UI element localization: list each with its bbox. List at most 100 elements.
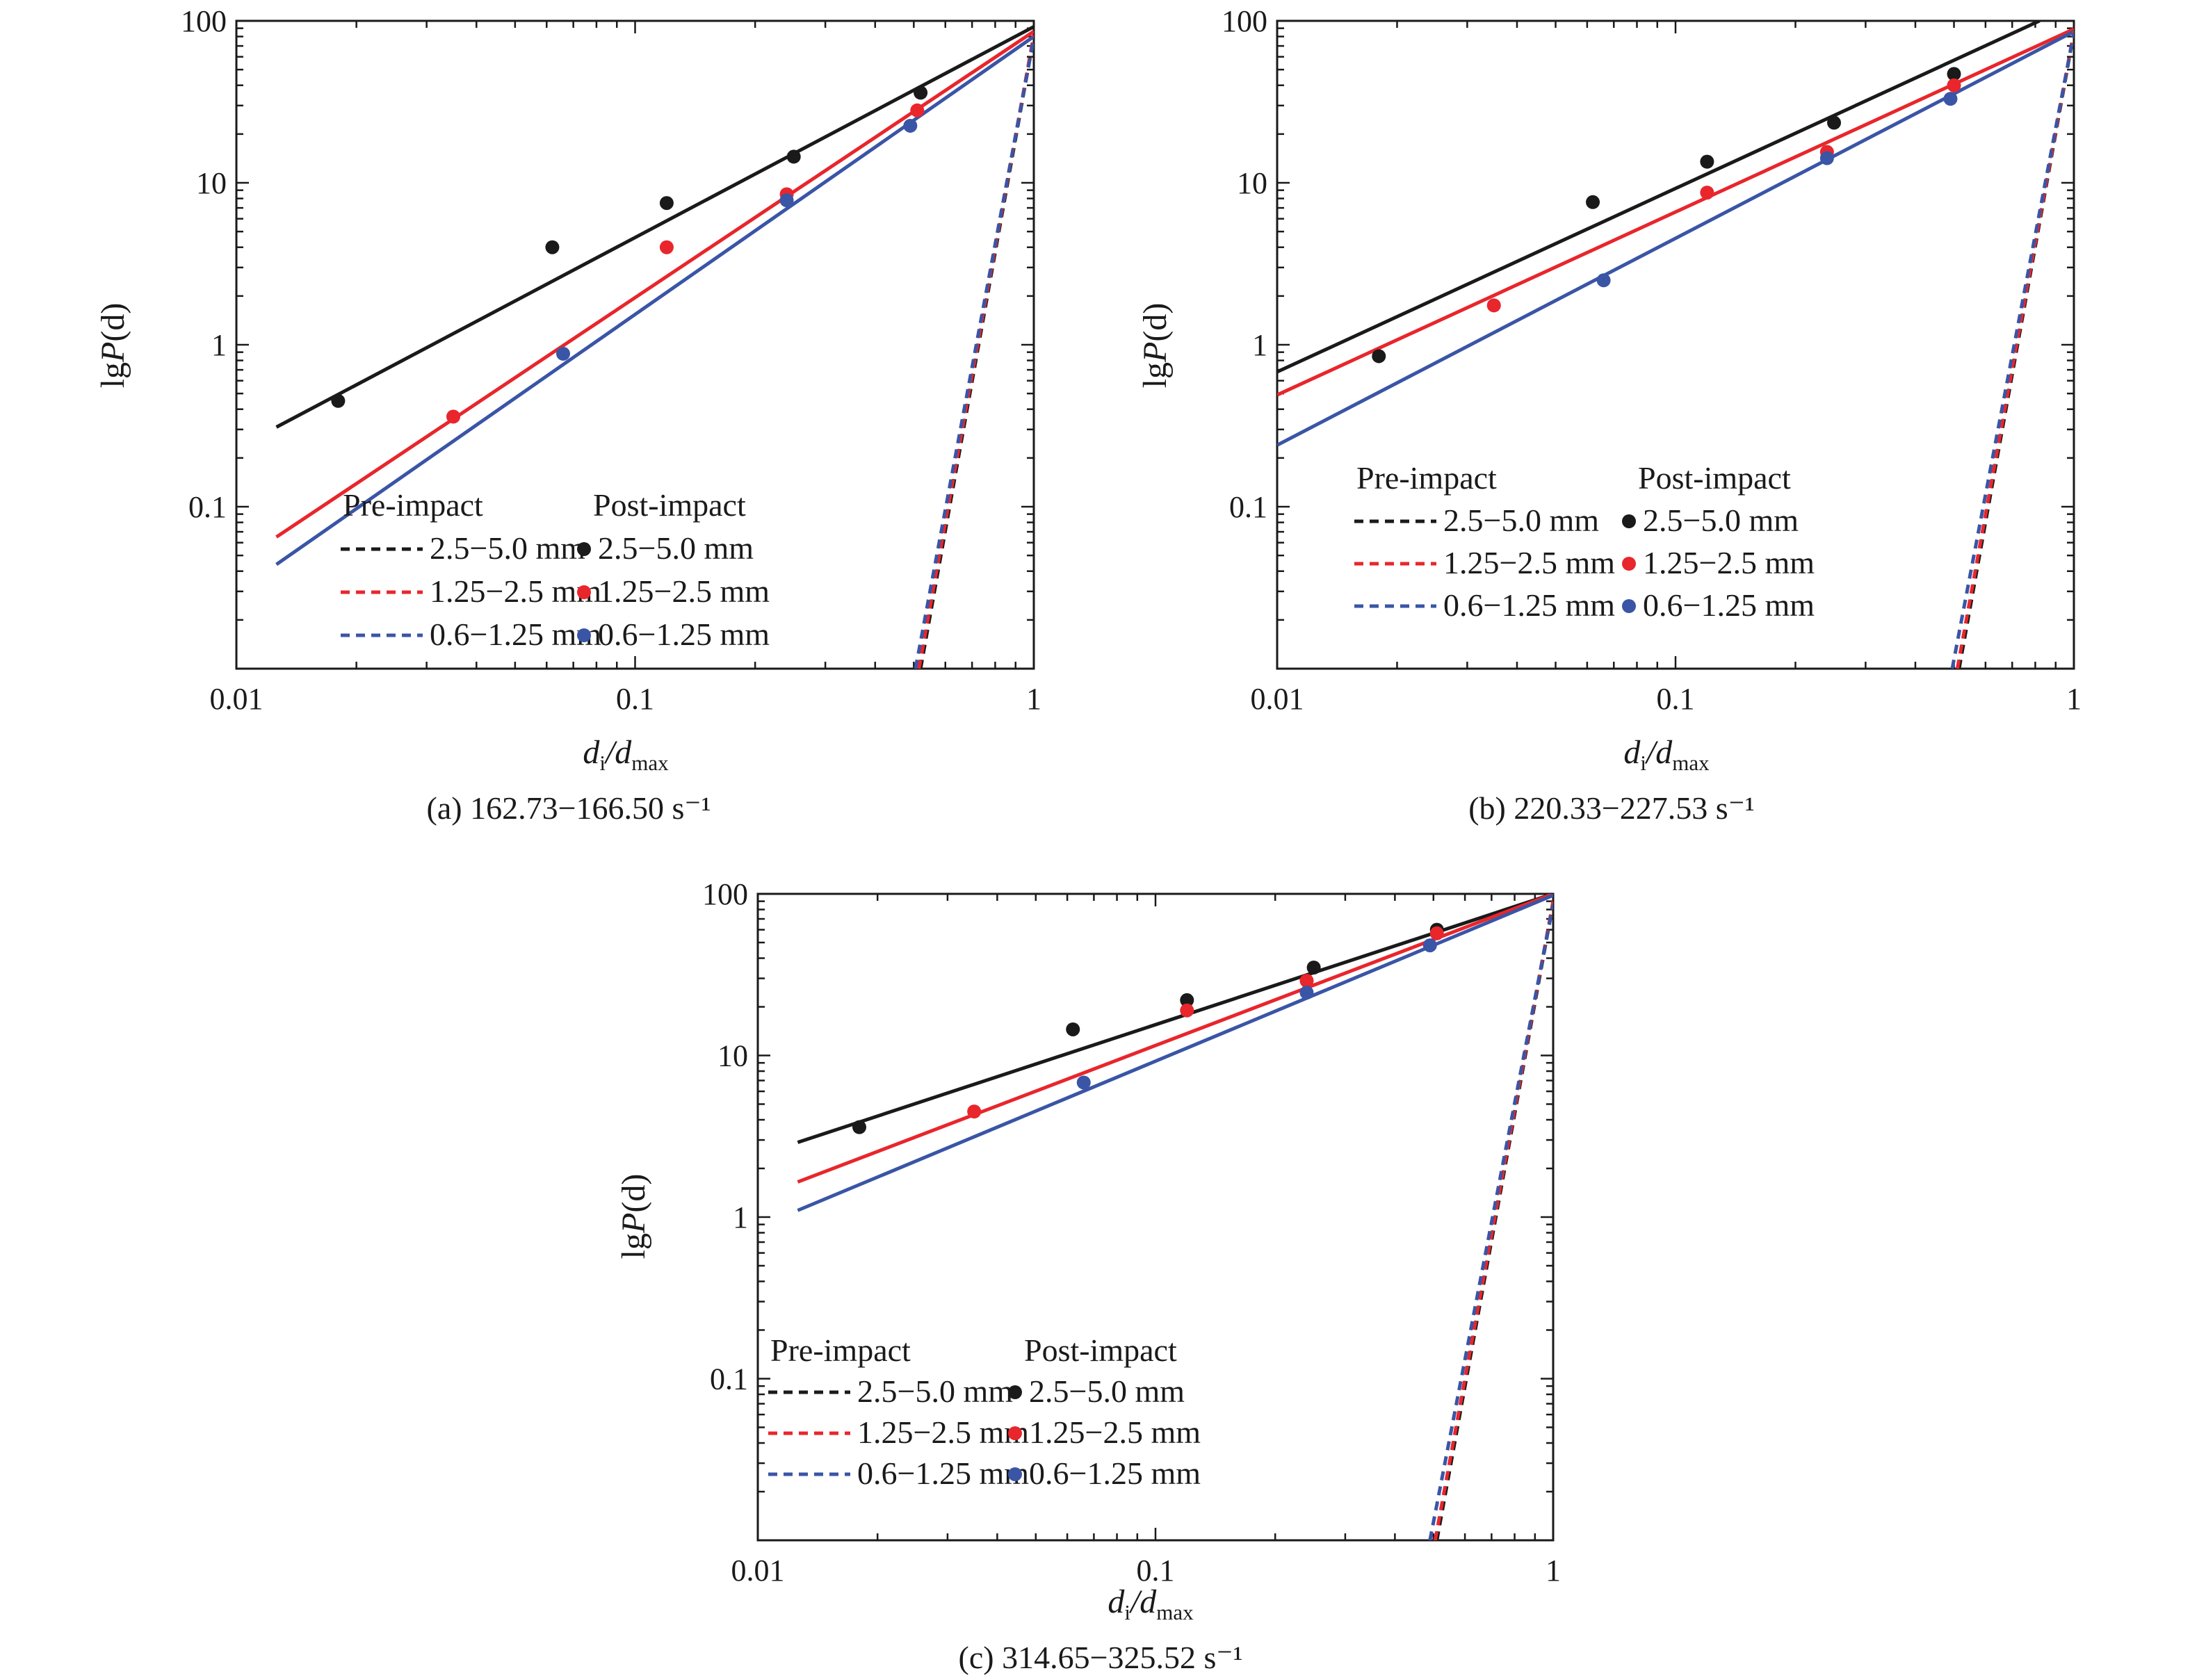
legend-post-swatch-black (1622, 514, 1636, 528)
legend-header-post: Post-impact (593, 487, 746, 523)
legend-header-post: Post-impact (1638, 460, 1791, 496)
data-point-black (1947, 67, 1961, 81)
legend-pre-label: 0.6−1.25 mm (857, 1455, 1029, 1491)
data-point-black (1700, 154, 1714, 169)
y-tick-label: 0.1 (188, 490, 227, 524)
data-point-blue (1299, 986, 1314, 1000)
y-tick-label: 10 (717, 1039, 748, 1073)
data-point-red (1429, 926, 1444, 940)
legend-post-swatch-black (577, 542, 591, 556)
legend-post-swatch-red (1622, 557, 1636, 571)
legend-pre-label: 2.5−5.0 mm (1443, 503, 1599, 538)
y-tick-label: 100 (1222, 4, 1267, 38)
legend-pre-label: 0.6−1.25 mm (430, 617, 601, 652)
legend-post-label: 1.25−2.5 mm (598, 573, 770, 609)
legend-pre-label: 2.5−5.0 mm (857, 1373, 1013, 1409)
plot-area (275, 25, 1034, 669)
legend-post-swatch-red (577, 585, 591, 599)
x-axis-label: di/dmax (583, 734, 669, 775)
legend: Pre-impact Post-impact 2.5−5.0 mm 2.5−5.0 m… (1354, 460, 1815, 623)
x-tick-label: 1 (2066, 682, 2082, 716)
legend-post-swatch-blue (577, 628, 591, 642)
fit-line-red (275, 30, 1034, 539)
data-point-black (914, 85, 928, 100)
legend-post-label: 2.5−5.0 mm (598, 530, 754, 566)
data-point-blue (1422, 938, 1437, 953)
x-tick-label: 0.01 (1251, 682, 1304, 716)
data-point-black (545, 240, 560, 254)
legend-header-pre: Pre-impact (770, 1332, 911, 1368)
data-point-black (1306, 961, 1321, 975)
y-tick-label: 100 (702, 877, 748, 911)
legend-post-swatch-blue (1622, 599, 1636, 613)
y-axis-label: lgP(d) (1137, 303, 1174, 389)
data-point-blue (1819, 151, 1834, 165)
y-tick-label: 1 (733, 1200, 748, 1234)
y-tick-label: 10 (196, 166, 227, 200)
pre-impact-line-blue (1950, 33, 2074, 669)
panel-caption: (b) 220.33−227.53 s⁻¹ (1468, 790, 1755, 826)
x-tick-label: 0.01 (210, 682, 263, 716)
y-axis-label: lgP(d) (615, 1174, 652, 1259)
legend-post-label: 0.6−1.25 mm (598, 617, 770, 652)
fit-line-red (1277, 27, 2074, 397)
y-tick-label: 10 (1237, 166, 1267, 200)
x-tick-label: 1 (1026, 682, 1041, 716)
x-axis-label: di/dmax (1623, 734, 1710, 775)
legend-post-label: 2.5−5.0 mm (1029, 1373, 1185, 1409)
chart-panel-a: 0.01 0.1 1 0.1 1 10 100 di/dmax lgP(d) Pre-impact… (95, 4, 1041, 826)
data-point-blue (1076, 1075, 1091, 1090)
legend-pre-label: 1.25−2.5 mm (430, 573, 601, 609)
legend-header-pre: Pre-impact (1356, 460, 1497, 496)
x-tick-label: 0.1 (616, 682, 654, 716)
data-point-red (446, 409, 461, 424)
x-tick-label: 0.1 (1137, 1553, 1175, 1588)
data-point-red (1180, 1003, 1194, 1018)
legend-pre-label: 1.25−2.5 mm (1443, 545, 1615, 580)
x-tick-label: 0.1 (1657, 682, 1695, 716)
data-point-black (659, 196, 674, 211)
axis-ticks (756, 894, 1553, 1542)
legend-post-label: 2.5−5.0 mm (1643, 503, 1799, 538)
data-point-black (1372, 349, 1386, 364)
legend-post-swatch-black (1008, 1385, 1022, 1399)
legend-post-swatch-blue (1008, 1467, 1022, 1481)
x-axis-label: di/dmax (1108, 1583, 1194, 1624)
pre-impact-line-blue (1428, 904, 1553, 1540)
data-point-red (910, 103, 925, 117)
legend-pre-label: 1.25−2.5 mm (857, 1414, 1029, 1450)
y-axis-label: lgP(d) (95, 303, 131, 389)
data-point-black (331, 393, 346, 408)
chart-panel-c: 0.01 0.1 1 0.1 1 10 100 di/dmax lgP(d) Pre-impact… (615, 877, 1561, 1675)
data-point-blue (1596, 273, 1611, 288)
data-point-blue (903, 118, 918, 133)
y-tick-label: 1 (211, 328, 227, 362)
legend-pre-label: 0.6−1.25 mm (1443, 587, 1615, 623)
legend-post-label: 1.25−2.5 mm (1029, 1414, 1201, 1450)
chart-panel-b: 0.01 0.1 1 0.1 1 10 100 di/dmax lgP(d) Pre-impact… (1137, 4, 2082, 826)
panel-caption: (c) 314.65−325.52 s⁻¹ (959, 1640, 1243, 1675)
fit-line-blue (797, 894, 1553, 1212)
data-point-black (786, 149, 801, 164)
data-point-black (852, 1120, 867, 1134)
legend-post-label: 1.25−2.5 mm (1643, 545, 1815, 580)
legend-post-swatch-red (1008, 1426, 1022, 1440)
y-tick-label: 100 (181, 4, 227, 38)
x-tick-label: 1 (1546, 1553, 1561, 1588)
y-tick-label: 0.1 (1229, 490, 1267, 524)
data-point-black (1066, 1022, 1080, 1036)
axis-ticks (235, 21, 1034, 670)
x-tick-label: 0.01 (731, 1553, 785, 1588)
data-point-red (659, 240, 674, 254)
legend-pre-label: 2.5−5.0 mm (430, 530, 585, 566)
data-point-red (1299, 973, 1314, 988)
legend-post-label: 0.6−1.25 mm (1643, 587, 1815, 623)
data-point-red (967, 1104, 982, 1119)
data-point-black (1586, 195, 1600, 209)
plot-area (1277, 21, 2074, 669)
y-tick-label: 1 (1252, 328, 1267, 362)
fit-line-black (275, 25, 1034, 429)
